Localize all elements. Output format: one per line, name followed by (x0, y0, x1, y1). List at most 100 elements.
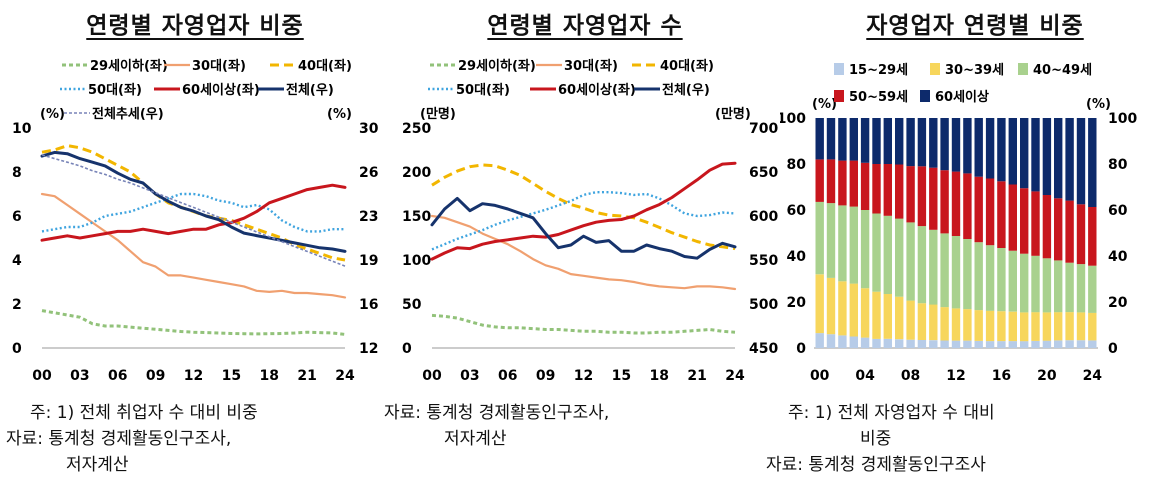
bar-segment-40-49세 (951, 236, 961, 309)
bar-segment-40-49세 (1008, 250, 1017, 312)
x-tick-label: 21 (687, 368, 706, 384)
bar-segment-40-49세 (1054, 260, 1063, 313)
bar-segment-60세이상 (906, 118, 915, 167)
y-tick-label-left: 10 (12, 121, 32, 137)
y-tick-label-right: 450 (749, 341, 778, 357)
legend-swatch-30-39세 (930, 63, 940, 75)
y-tick-label-left: 2 (12, 297, 22, 313)
bar-segment-50-59세 (860, 162, 870, 210)
bar-segment-15-29세 (1031, 340, 1040, 348)
bar-segment-50-59세 (883, 164, 892, 216)
y-tick-label-left: 20 (787, 295, 807, 311)
bar-segment-40-49세 (997, 247, 1006, 312)
y-tick-label-right: 23 (359, 209, 378, 225)
bar-segment-60세이상 (895, 118, 904, 165)
bar-segment-60세이상 (815, 118, 824, 160)
legend-label: 40~49세 (1033, 63, 1092, 78)
left-axis-unit: (%) (812, 97, 837, 112)
bar-segment-30-39세 (974, 310, 983, 341)
bar-segment-15-29세 (1020, 341, 1029, 348)
bar-segment-30-39세 (1031, 312, 1040, 341)
left-axis-unit: (%) (40, 107, 65, 122)
bar-segment-40-49세 (872, 213, 881, 292)
bar-segment-60세이상 (1076, 118, 1086, 205)
bar-segment-60세이상 (1020, 118, 1029, 189)
bar-segment-60세이상 (917, 118, 927, 167)
bar-segment-40-49세 (826, 203, 836, 278)
series-line-전체우 (40, 150, 347, 253)
bar-segment-40-49세 (1020, 253, 1029, 313)
panel-self-employed-age-share: 자영업자 연령별 비중 0 20 40 60 80 100 0 20 40 60 80 100 (%)(… (766, 0, 1170, 490)
x-tick-label: 24 (1083, 368, 1103, 384)
series-line-60세이상좌 (430, 161, 737, 261)
bar-segment-50-59세 (974, 176, 983, 243)
bar-segment-50-59세 (838, 160, 847, 206)
bar-segment-50-59세 (1042, 195, 1052, 259)
y-tick-label-left: 40 (787, 249, 807, 265)
legend-label: 30~39세 (945, 63, 1004, 78)
y-tick-label-right: 20 (1108, 295, 1128, 311)
y-tick-label-right: 60 (1108, 203, 1128, 219)
legend-label: 50~59세 (849, 90, 908, 105)
x-tick-label: 06 (108, 368, 127, 384)
legend-label: 전체추세(우) (92, 106, 164, 122)
bar-segment-60세이상 (929, 118, 938, 168)
y-tick-label-left: 4 (12, 253, 22, 269)
source-note-cont: 저자계산 (444, 429, 507, 449)
series-line-30대좌 (430, 214, 737, 291)
bar-segment-50-59세 (1054, 198, 1063, 261)
legend-swatch-40-49세 (1018, 63, 1028, 75)
bar-segment-15-29세 (1076, 340, 1086, 348)
x-tick-label: 12 (946, 368, 965, 384)
legend-label: 30대(좌) (192, 58, 246, 74)
series-line-30대좌 (40, 192, 347, 299)
bar-segment-15-29세 (929, 340, 938, 348)
bar-segment-50-59세 (1008, 184, 1017, 251)
y-tick-label-left: 250 (402, 121, 431, 137)
right-axis-unit: (%) (1086, 97, 1111, 112)
bar-segment-50-59세 (872, 164, 881, 214)
y-tick-label-left: 0 (12, 341, 22, 357)
bar-segment-30-39세 (985, 310, 995, 342)
bar-segment-15-29세 (985, 341, 995, 348)
y-tick-label-left: 0 (402, 341, 412, 357)
bar-segment-60세이상 (1054, 118, 1063, 199)
bar-segment-30-39세 (1042, 312, 1052, 341)
bar-segment-40-49세 (838, 205, 847, 282)
chart-title: 자영업자 연령별 비중 (866, 13, 1084, 39)
bar-segment-30-39세 (951, 308, 961, 341)
bar-segment-50-59세 (963, 173, 972, 239)
bar-segment-40-49세 (963, 239, 972, 310)
bar-segment-60세이상 (1031, 118, 1040, 192)
legend-label: 50대(좌) (88, 82, 142, 98)
bar-segment-30-39세 (860, 288, 870, 338)
y-tick-label-right: 80 (1108, 157, 1128, 173)
y-tick-label-right: 0 (1108, 341, 1118, 357)
bar-segment-40-49세 (974, 242, 983, 311)
bar-segment-50-59세 (849, 160, 858, 207)
bar-segment-60세이상 (985, 118, 995, 179)
y-tick-label-right: 550 (749, 253, 778, 269)
legend-swatch-60세이상 (920, 90, 930, 102)
bar-segment-60세이상 (838, 118, 847, 161)
bar-segment-30-39세 (815, 274, 824, 334)
series-line-60세이상좌 (40, 183, 347, 242)
legend-label: 60세이상 (935, 89, 989, 105)
bar-segment-60세이상 (826, 118, 836, 160)
bar-segment-40-49세 (1076, 264, 1086, 313)
footnote: 주: 1) 전체 자영업자 수 대비 (788, 403, 995, 423)
bar-segment-50-59세 (929, 167, 938, 230)
bar-segment-30-39세 (963, 309, 972, 341)
y-tick-label-left: 8 (12, 165, 22, 181)
bar-segment-15-29세 (883, 338, 892, 348)
series-line-50대좌 (41, 192, 345, 233)
bar-segment-40-49세 (929, 229, 938, 305)
x-tick-label: 21 (297, 368, 316, 384)
y-tick-label-left: 80 (787, 157, 807, 173)
x-tick-label: 18 (260, 368, 279, 384)
x-tick-label: 06 (498, 368, 517, 384)
footnote: 주: 1) 전체 취업자 수 대비 비중 (30, 403, 258, 423)
legend-label: 15~29세 (849, 63, 908, 78)
x-tick-label: 18 (650, 368, 669, 384)
x-tick-label: 03 (70, 368, 89, 384)
